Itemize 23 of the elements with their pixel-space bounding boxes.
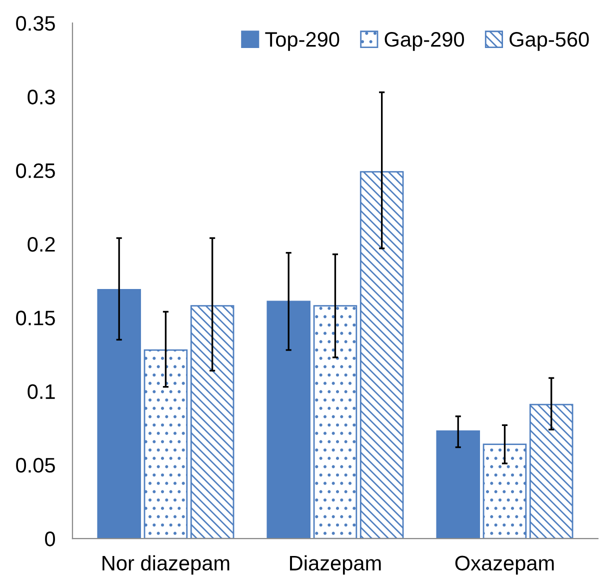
legend-label: Gap-290 <box>384 32 464 51</box>
y-tick-label: 0.1 <box>28 384 55 400</box>
y-tick-label: 0.35 <box>16 16 55 31</box>
y-tick-label: 0 <box>45 532 55 546</box>
legend-label: Top-290 <box>265 32 340 51</box>
bar <box>190 305 234 539</box>
y-tick-label: 0.25 <box>16 163 55 178</box>
y-tick-label: 0.05 <box>16 458 55 473</box>
legend-label: Gap-560 <box>510 32 589 51</box>
bar <box>313 305 358 539</box>
bar <box>97 288 141 539</box>
x-tick-label: Oxazepam <box>455 556 554 575</box>
bar <box>482 444 527 539</box>
bar <box>266 300 310 539</box>
bar <box>360 171 404 539</box>
x-tick-label: Diazepam <box>290 555 381 575</box>
y-tick-label: 0.2 <box>28 236 55 252</box>
y-tick-label: 0.3 <box>28 90 55 104</box>
x-tick-label: Nor diazepam <box>102 555 230 575</box>
bar <box>529 404 574 539</box>
bar <box>436 430 480 539</box>
bar <box>144 349 188 539</box>
y-tick-label: 0.15 <box>16 310 55 326</box>
